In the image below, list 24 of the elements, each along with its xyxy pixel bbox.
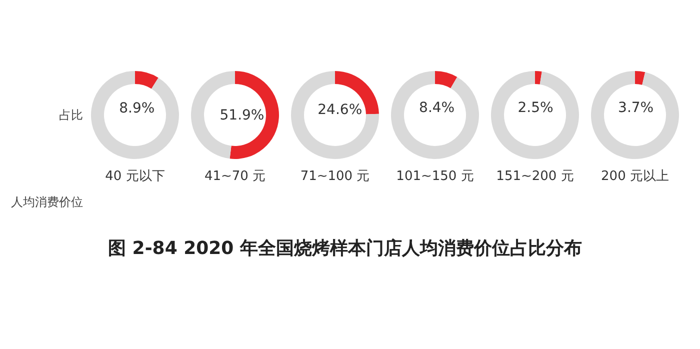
text: 占比 <box>59 108 83 122</box>
text: 101~150 元 <box>396 169 474 184</box>
donut-slice <box>135 71 158 89</box>
text: 151~200 元 <box>496 169 574 184</box>
donut-slice <box>591 71 679 159</box>
text: 41~70 元 <box>204 169 266 184</box>
donut-slice <box>491 71 579 159</box>
text: 200 元以上 <box>601 169 669 184</box>
donut-slice <box>91 71 179 159</box>
donut-slice <box>435 71 458 88</box>
data-label: 8.4% <box>419 100 455 116</box>
data-label: 51.9% <box>220 107 264 124</box>
text: 人均消费价位 <box>11 195 83 209</box>
data-label: 2.5% <box>518 100 554 116</box>
donut-slice <box>391 71 479 159</box>
text: 图 2-84 2020 年全国烧烤样本门店人均消费价位占比分布 <box>108 238 582 259</box>
text: 71~100 元 <box>300 169 370 184</box>
data-label: 24.6% <box>318 102 362 118</box>
donut-slice <box>535 71 542 84</box>
data-label: 8.9% <box>119 100 155 116</box>
donut-slice <box>291 71 379 159</box>
text: 40 元以下 <box>105 169 165 184</box>
donut-slice <box>635 71 646 85</box>
data-label: 3.7% <box>618 100 654 116</box>
